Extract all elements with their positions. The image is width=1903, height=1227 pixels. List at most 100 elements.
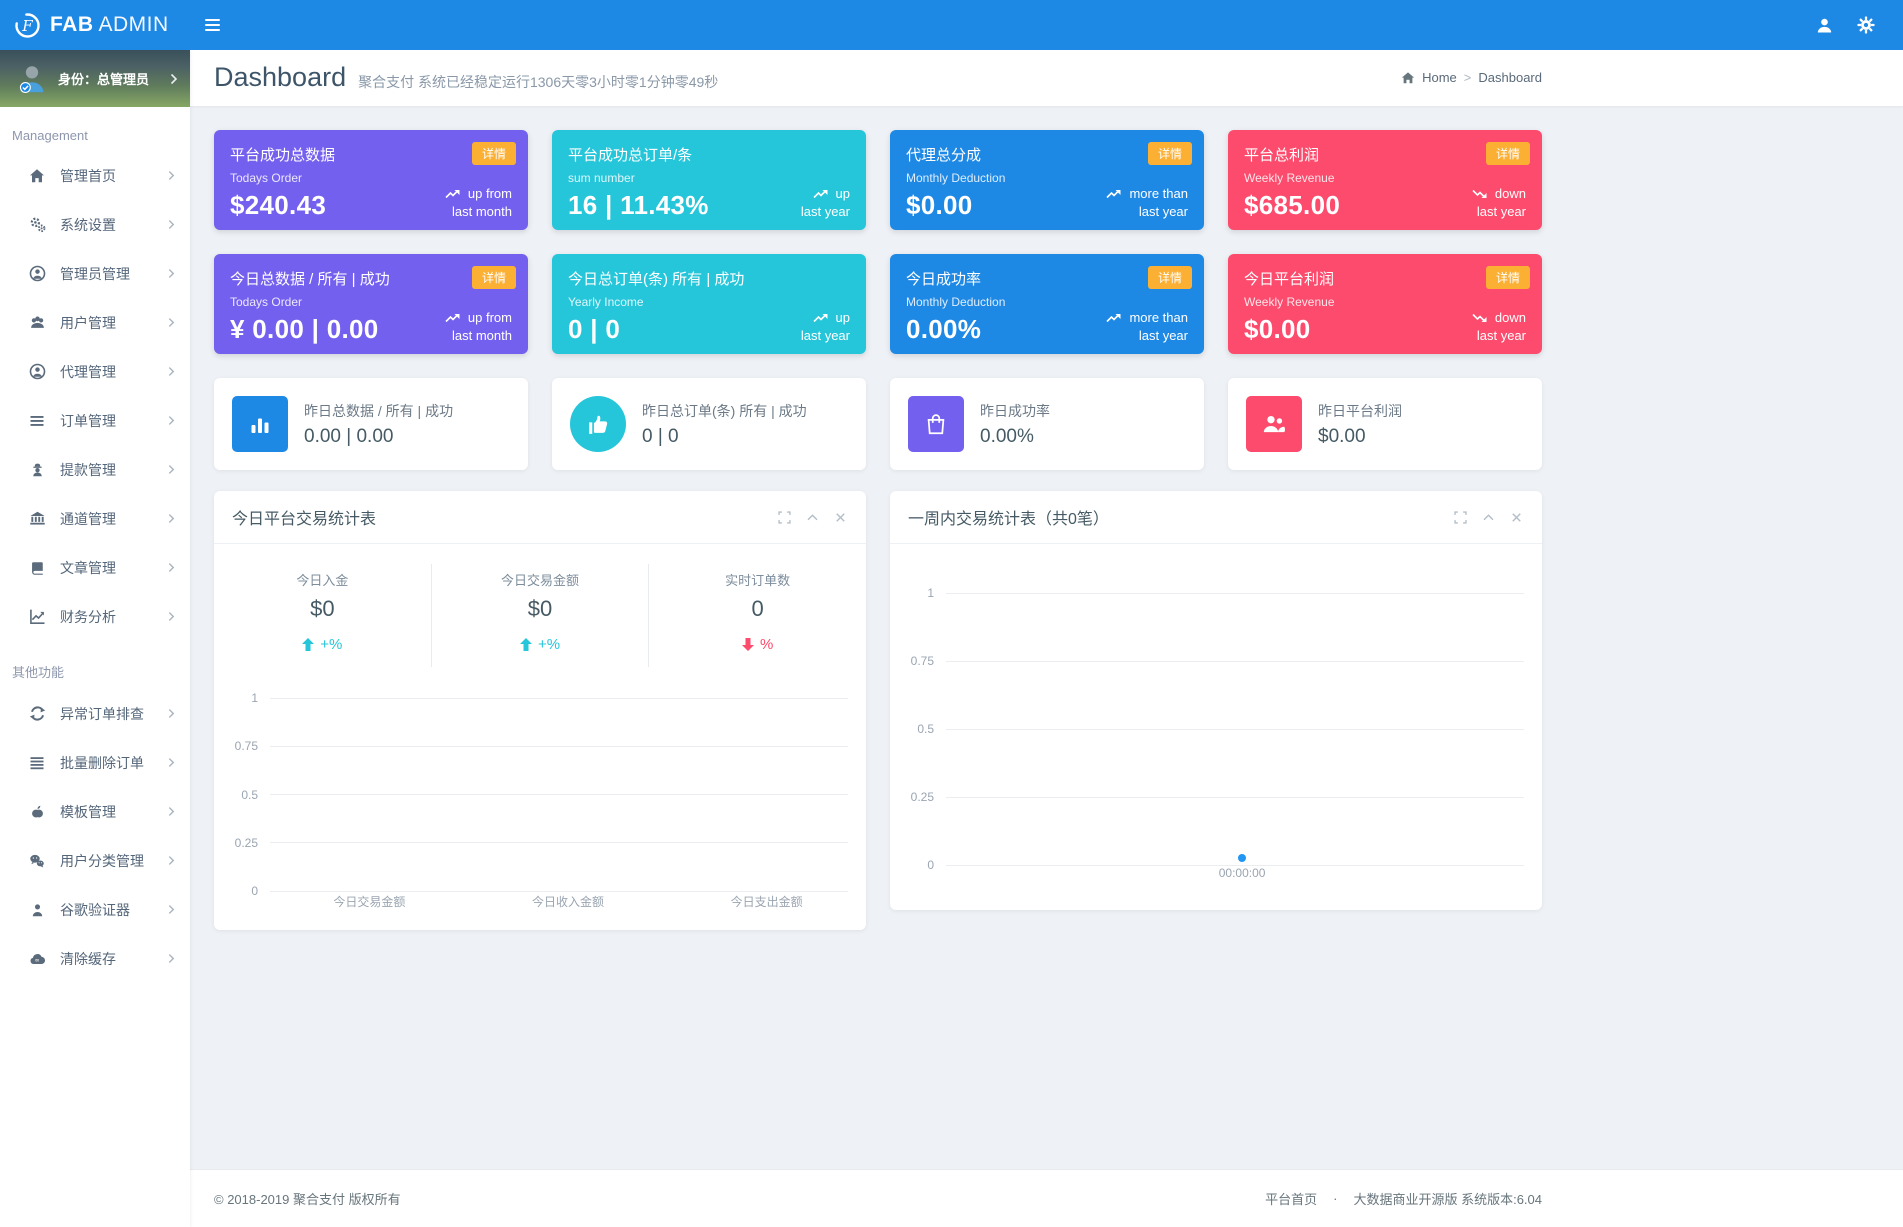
- sidebar-item-agent-management[interactable]: 代理管理: [0, 347, 190, 396]
- stat-card-value: 16 | 11.43%: [568, 190, 709, 220]
- stat-card-subtitle: Monthly Deduction: [906, 171, 1006, 185]
- close-icon[interactable]: [833, 510, 848, 525]
- users-icon: [28, 314, 46, 331]
- stat-card-title: 平台成功总订单/条: [568, 147, 693, 164]
- expand-icon[interactable]: [1453, 510, 1468, 525]
- arrow-up-icon: [519, 638, 532, 651]
- sidebar-item-withdraw-management[interactable]: 提款管理: [0, 445, 190, 494]
- sidebar-item-template-management[interactable]: 模板管理: [0, 787, 190, 836]
- sidebar-item-user-management[interactable]: 用户管理: [0, 298, 190, 347]
- chevron-right-icon: [170, 73, 178, 85]
- panel-title: 一周内交易统计表（共0笔）: [908, 511, 1109, 528]
- shopping-bag-icon: [908, 396, 964, 452]
- stat-card-subtitle: Todays Order: [230, 171, 303, 185]
- mini-card-title: 昨日平台利润: [1318, 402, 1402, 419]
- footer-dot: ·: [1333, 1191, 1338, 1206]
- trending-up-icon: [812, 313, 829, 323]
- stat-card-platform-orders: 平台成功总订单/条 sum number 16 | 11.43% up last…: [552, 130, 866, 230]
- mini-card-title: 昨日总订单(条) 所有 | 成功: [642, 402, 807, 419]
- stat-card-value: $0.00: [1244, 314, 1311, 344]
- brand[interactable]: F FAB ADMIN: [0, 0, 190, 50]
- apple-icon: [28, 804, 46, 820]
- stat-card-title: 代理总分成: [906, 147, 982, 164]
- withdraw-secret-icon: [28, 462, 46, 478]
- chevron-right-icon: [168, 268, 175, 279]
- close-icon[interactable]: [1509, 510, 1524, 525]
- details-badge[interactable]: 详情: [471, 142, 516, 165]
- settings-gear-icon[interactable]: [1857, 16, 1875, 34]
- today-chart-xlabels: 今日交易金额 今日收入金额 今日支出金额: [333, 895, 803, 909]
- panel-today-transactions: 今日平台交易统计表 今日入金 $0 +%: [214, 491, 866, 930]
- sidebar-item-order-management[interactable]: 订单管理: [0, 396, 190, 445]
- chevron-right-icon: [168, 611, 175, 622]
- sidebar-item-clear-cache[interactable]: ∞ 清除缓存: [0, 934, 190, 983]
- breadcrumb-home[interactable]: Home: [1422, 70, 1457, 85]
- mini-card-value: 0 | 0: [642, 425, 679, 447]
- user-profile-icon[interactable]: [1816, 17, 1833, 34]
- details-badge[interactable]: 详情: [1147, 142, 1192, 165]
- footer-home-link[interactable]: 平台首页: [1265, 1192, 1318, 1207]
- chevron-right-icon: [168, 464, 175, 475]
- details-badge[interactable]: 详情: [1147, 266, 1192, 289]
- sidebar-item-user-category[interactable]: 用户分类管理: [0, 836, 190, 885]
- expand-icon[interactable]: [777, 510, 792, 525]
- sidebar-item-admin-management[interactable]: 管理员管理: [0, 249, 190, 298]
- stat-card-title: 今日成功率: [906, 271, 982, 288]
- panel-title: 今日平台交易统计表: [232, 511, 377, 528]
- stat-card-subtitle: Todays Order: [230, 295, 303, 309]
- sidebar-item-system-settings[interactable]: 系统设置: [0, 200, 190, 249]
- stat-card-today-success-rate: 今日成功率 详情 Monthly Deduction 0.00% more th…: [890, 254, 1204, 354]
- mini-card-title: 昨日总数据 / 所有 | 成功: [304, 402, 454, 419]
- admin-user-icon: [28, 265, 46, 282]
- stat-card-trend: down last year: [1472, 185, 1526, 221]
- sidebar-item-channel-management[interactable]: 通道管理: [0, 494, 190, 543]
- details-badge[interactable]: 详情: [1485, 142, 1530, 165]
- sidebar-toggle-icon[interactable]: [205, 19, 220, 31]
- stat-card-trend: up from last month: [445, 309, 512, 345]
- sidebar-item-google-authenticator[interactable]: 谷歌验证器: [0, 885, 190, 934]
- stat-card-subtitle: Monthly Deduction: [906, 295, 1006, 309]
- chevron-right-icon: [168, 904, 175, 915]
- order-list-icon: [28, 413, 46, 429]
- chevron-right-icon: [168, 317, 175, 328]
- collapse-icon[interactable]: [805, 510, 820, 525]
- stat-card-value: $240.43: [230, 190, 327, 220]
- chevron-right-icon: [168, 219, 175, 230]
- sidebar-item-abnormal-orders[interactable]: 异常订单排查: [0, 689, 190, 738]
- sidebar-item-article-management[interactable]: 文章管理: [0, 543, 190, 592]
- collapse-icon[interactable]: [1481, 510, 1496, 525]
- sidebar-item-admin-home[interactable]: 管理首页: [0, 151, 190, 200]
- stat-card-value: 0.00%: [906, 314, 982, 344]
- stat-card-trend: more than last year: [1106, 185, 1188, 221]
- chevron-right-icon: [168, 806, 175, 817]
- stat-card-trend: up last year: [800, 185, 850, 219]
- details-badge[interactable]: 详情: [471, 266, 516, 289]
- stat-card-subtitle: Yearly Income: [568, 295, 644, 309]
- bar-chart-icon: [232, 396, 288, 452]
- uptime-subtitle: 聚合支付 系统已经稳定运行1306天零3小时零1分钟零49秒: [358, 73, 719, 90]
- brand-text: FAB ADMIN: [50, 13, 169, 36]
- trending-down-icon: [1472, 189, 1488, 199]
- sidebar-item-finance-analysis[interactable]: 财务分析: [0, 592, 190, 641]
- stat-card-value: 0 | 0: [568, 314, 621, 344]
- footer-version-text: 大数据商业开源版 系统版本:6.04: [1353, 1192, 1542, 1207]
- stat-card-title: 平台总利润: [1244, 147, 1320, 164]
- chevron-right-icon: [168, 366, 175, 377]
- mini-card-value: $0.00: [1318, 425, 1366, 447]
- sidebar-item-batch-delete-orders[interactable]: 批量删除订单: [0, 738, 190, 787]
- batch-bars-icon: [28, 755, 46, 771]
- breadcrumb-home-icon: [1401, 71, 1415, 85]
- chevron-right-icon: [168, 953, 175, 964]
- breadcrumb: Home > Dashboard: [1401, 70, 1542, 85]
- stat-card-platform-total: 平台成功总数据 详情 Todays Order $240.43 up from …: [214, 130, 528, 230]
- data-point-dot: [1238, 854, 1247, 862]
- sidebar-user-panel[interactable]: 身份：总管理员: [0, 50, 190, 107]
- stat-card-title: 今日总数据 / 所有 | 成功: [230, 271, 390, 288]
- menu-section-label: 其他功能: [12, 665, 65, 680]
- stat-card-title: 今日平台利润: [1244, 271, 1335, 288]
- stat-card-agent-commission: 代理总分成 详情 Monthly Deduction $0.00 more th…: [890, 130, 1204, 230]
- details-badge[interactable]: 详情: [1485, 266, 1530, 289]
- stat-card-value: ¥ 0.00 | 0.00: [230, 314, 379, 344]
- stat-card-today-total: 今日总数据 / 所有 | 成功 详情 Todays Order ¥ 0.00 |…: [214, 254, 528, 354]
- mini-card-yesterday-profit: 昨日平台利润 $0.00: [1228, 378, 1542, 470]
